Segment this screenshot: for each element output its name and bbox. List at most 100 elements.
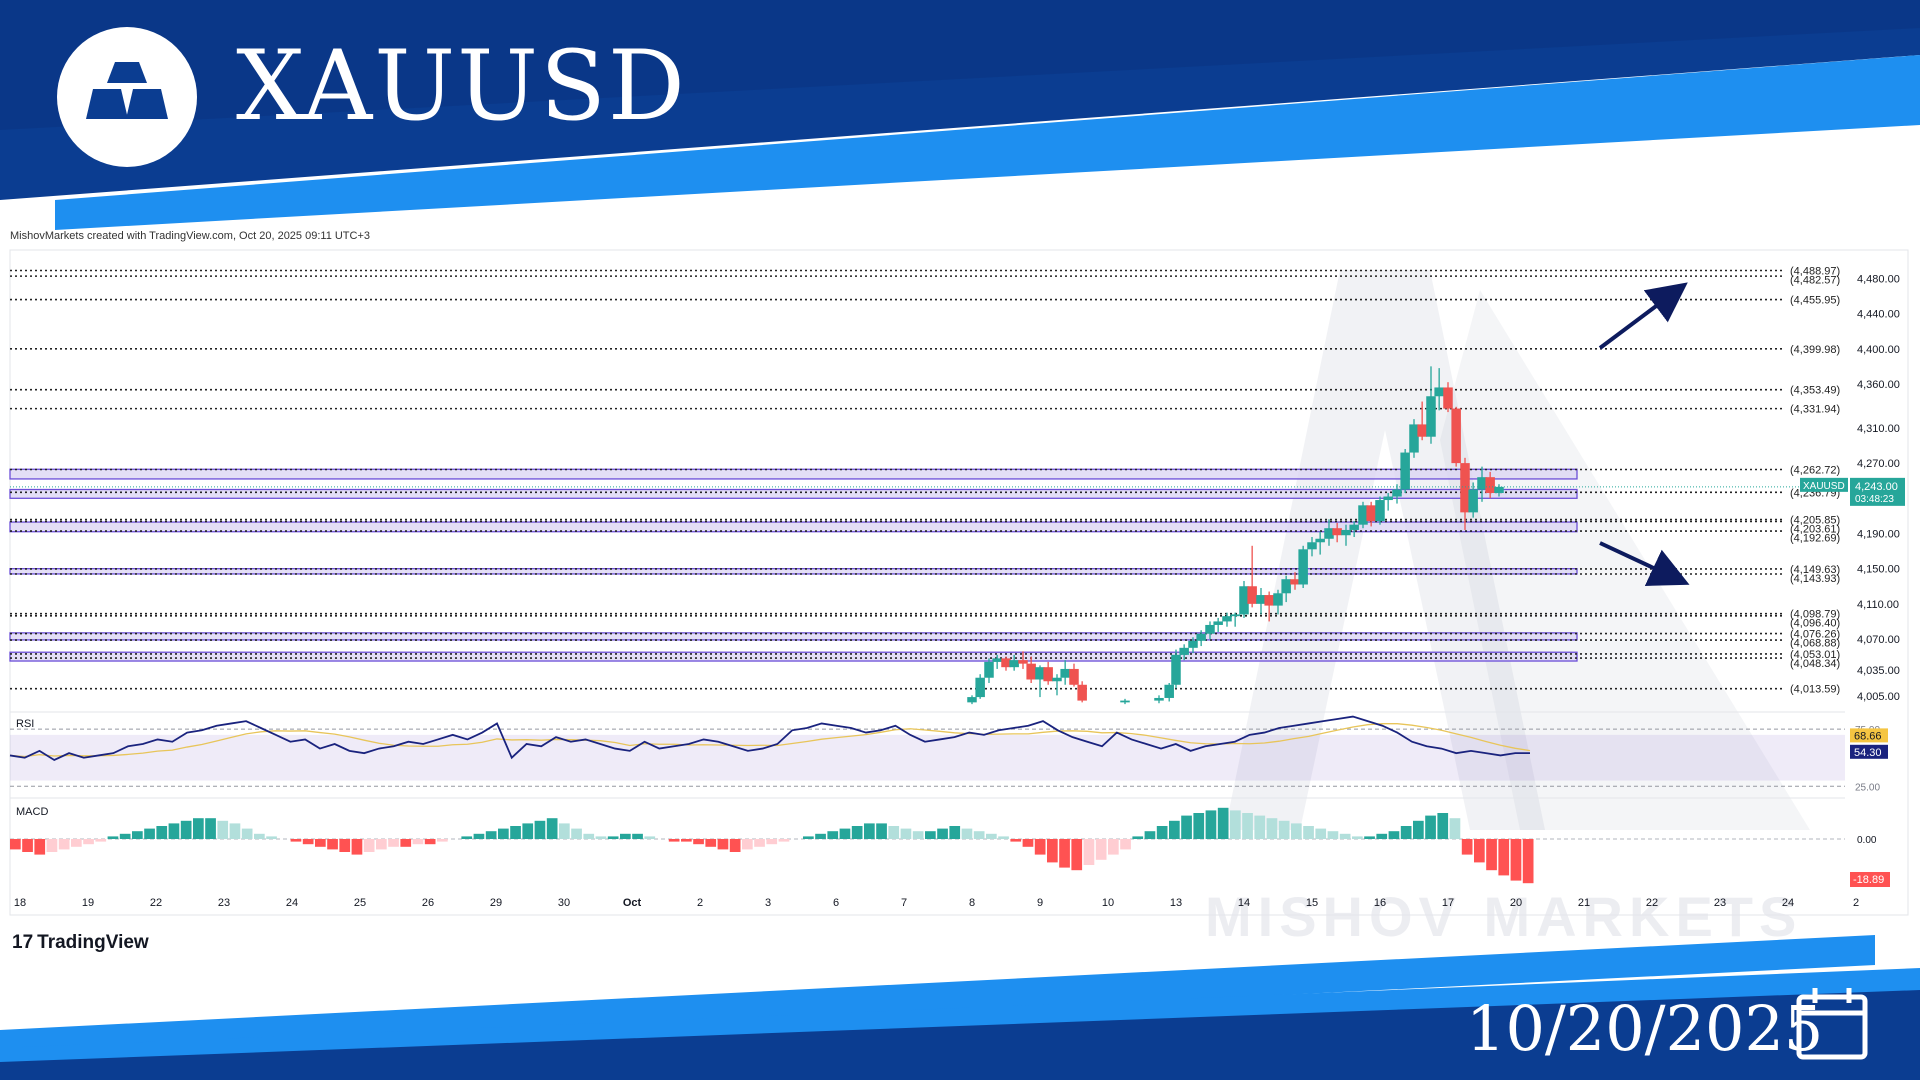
macd-histogram-bar xyxy=(595,836,607,839)
candle-bullish xyxy=(1052,677,1062,682)
price-level-label: (4,205.85) xyxy=(1790,515,1840,527)
chart-frame xyxy=(9,249,1909,916)
candle-bullish xyxy=(1349,524,1359,530)
price-level-label: (4,192.69) xyxy=(1790,533,1840,545)
macd-histogram-bar xyxy=(363,839,375,852)
macd-histogram-bar xyxy=(1339,833,1351,839)
watermark-mark-right xyxy=(1440,290,1810,830)
y-axis-tick-label: 4,005.00 xyxy=(1857,691,1900,703)
x-axis-tick-label: Oct xyxy=(623,897,642,909)
macd-histogram-bar xyxy=(522,823,534,839)
macd-histogram-bar xyxy=(1364,836,1375,839)
candle-bullish xyxy=(1256,595,1266,604)
candle-bullish xyxy=(984,661,994,678)
y-axis-tick-label: 4,070.00 xyxy=(1857,634,1900,646)
macd-histogram-bar xyxy=(473,833,485,839)
macd-histogram-bar xyxy=(1047,839,1058,863)
macd-histogram-bar xyxy=(986,833,997,839)
macd-histogram-bar xyxy=(1486,839,1497,871)
macd-histogram-bar xyxy=(1449,818,1461,839)
tradingview-logo: 17 TradingView xyxy=(12,932,149,954)
x-axis-tick-label: 22 xyxy=(150,897,162,909)
macd-histogram-bar xyxy=(1437,813,1449,839)
macd-histogram-bar xyxy=(937,828,948,839)
candle-bullish xyxy=(1400,452,1410,490)
macd-histogram-bar xyxy=(620,833,631,839)
macd-histogram-bar xyxy=(644,836,656,839)
y-axis-tick-label: 4,270.00 xyxy=(1857,458,1900,470)
macd-histogram-bar xyxy=(815,833,826,839)
macd-histogram-bar xyxy=(668,839,680,842)
x-axis-tick-label: 24 xyxy=(1782,897,1794,909)
macd-histogram-bar xyxy=(1071,839,1083,871)
candle-bullish xyxy=(1239,586,1249,615)
current-price-value: 4,243.00 xyxy=(1855,481,1898,493)
macd-histogram-bar xyxy=(876,823,887,839)
watermark-mark xyxy=(1225,270,1545,830)
candle-bearish xyxy=(1247,586,1257,604)
macd-histogram-bar xyxy=(205,818,216,839)
price-level-label: (4,482.57) xyxy=(1790,274,1840,286)
macd-histogram-bar xyxy=(254,833,265,839)
macd-histogram-bar xyxy=(1205,810,1217,839)
macd-histogram-bar xyxy=(132,831,143,839)
macd-histogram-bar xyxy=(119,833,131,839)
macd-histogram-bar xyxy=(1083,839,1095,865)
support-resistance-zone xyxy=(9,568,1578,575)
symbol-tag xyxy=(1800,477,1848,492)
candle-bullish xyxy=(967,697,977,703)
macd-histogram-bar xyxy=(22,839,33,852)
macd-histogram-bar xyxy=(571,828,582,839)
macd-value: -18.89 xyxy=(1853,874,1884,886)
x-axis-tick-label: 2 xyxy=(697,897,703,909)
candle-bullish xyxy=(1298,549,1308,585)
macd-histogram-bar xyxy=(559,823,570,839)
macd-histogram-bar xyxy=(10,839,21,850)
macd-histogram-bar xyxy=(83,839,94,845)
price-level-label: (4,488.97) xyxy=(1790,265,1840,277)
macd-histogram-bar xyxy=(400,839,412,847)
candle-bullish xyxy=(1307,542,1317,550)
macd-histogram-bar xyxy=(1510,839,1522,881)
y-axis-tick-label: 4,110.00 xyxy=(1857,599,1899,611)
macd-histogram-bar xyxy=(180,820,192,839)
macd-histogram-bar xyxy=(546,818,558,839)
candle-bullish xyxy=(1060,668,1070,678)
price-level-label: (4,048.34) xyxy=(1790,658,1840,670)
y-axis-tick-label: 4,360.00 xyxy=(1857,379,1900,391)
macd-histogram-bar xyxy=(778,839,790,842)
candle-bullish xyxy=(1188,640,1198,648)
rsi-band xyxy=(10,734,1845,781)
candle-bullish xyxy=(1358,505,1368,525)
price-level-label: (4,098.79) xyxy=(1790,609,1840,621)
macd-histogram-bar xyxy=(839,828,851,839)
macd-histogram-bar xyxy=(241,828,253,839)
candle-bullish xyxy=(1273,593,1283,606)
macd-histogram-bar xyxy=(1474,839,1485,863)
macd-histogram-bar xyxy=(34,839,46,855)
candle-bullish xyxy=(1230,614,1240,617)
macd-histogram-bar xyxy=(681,839,692,842)
price-chart[interactable]: (4,488.97)(4,482.57) (4,455.95) (4,399.98)… xyxy=(0,245,1920,925)
rsi-ma-tag xyxy=(1850,728,1888,743)
macd-histogram-bar xyxy=(632,833,643,839)
candle-bullish xyxy=(1171,654,1181,685)
candle-bullish xyxy=(1324,528,1334,539)
candle-bearish xyxy=(1264,595,1274,606)
macd-histogram-bar xyxy=(742,839,753,850)
price-level-label: (4,013.59) xyxy=(1790,684,1840,696)
macd-histogram-bar xyxy=(1400,826,1412,839)
macd-histogram-bar xyxy=(1242,813,1253,839)
macd-histogram-bar xyxy=(1010,839,1022,842)
price-level-label: (4,053.01) xyxy=(1790,649,1840,661)
candle-bearish xyxy=(1001,658,1011,668)
macd-histogram-bar xyxy=(912,831,924,839)
macd-histogram-bar xyxy=(1327,831,1339,839)
macd-histogram-bar xyxy=(1498,839,1510,876)
price-level-label: (4,203.61) xyxy=(1790,524,1840,536)
candle-bearish xyxy=(1443,387,1453,409)
x-axis-tick-label: 22 xyxy=(1646,897,1658,909)
macd-histogram-bar xyxy=(1278,820,1290,839)
price-level-label: (4,143.93) xyxy=(1790,573,1840,585)
macd-histogram-bar xyxy=(705,839,717,847)
